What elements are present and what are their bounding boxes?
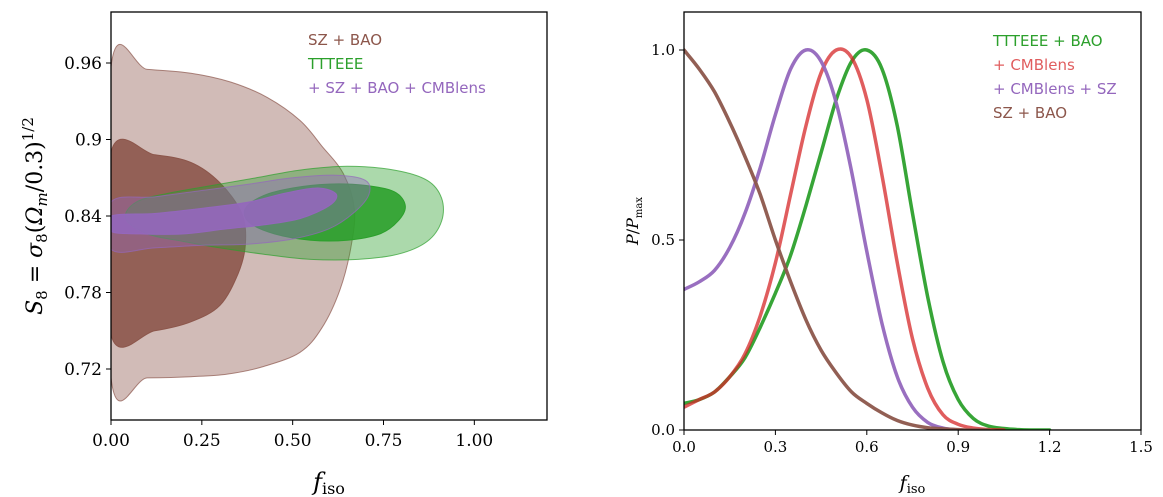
series-line-cmblens: [684, 47, 1006, 430]
y-tick-label: 0.78: [64, 284, 102, 304]
y-tick-label: 0.96: [64, 54, 102, 74]
legend-entry-ttteee-bao: TTTEEE + BAO: [992, 32, 1103, 50]
y-tick-label: 0.72: [64, 360, 102, 380]
left-contour-layer: [111, 44, 444, 402]
y-axis-label: P/Pmax: [623, 197, 645, 246]
x-axis-label: fiso: [898, 472, 926, 497]
y-axis-label: S8 = σ8(Ωm/0.3)1/2: [19, 117, 51, 315]
x-tick-label: 0.00: [92, 431, 130, 451]
y-tick-label: 0.5: [651, 231, 675, 249]
x-tick-label: 0.75: [365, 431, 403, 451]
right-axes-frame: [683, 11, 1142, 431]
x-tick-label: 0.6: [855, 438, 879, 456]
left-contour-panel: 0.00 0.25 0.50 0.75 1.00 0.72 0.78 0.84 0.9 0.96…: [19, 11, 548, 497]
legend-entry-sz-bao: SZ + BAO: [308, 31, 382, 49]
series-line-ttteee-bao: [684, 48, 1052, 430]
left-y-axis-ticks: 0.72 0.78 0.84 0.9 0.96: [64, 54, 111, 380]
legend-entry-cmblens: + CMBlens: [993, 56, 1075, 74]
x-tick-label: 0.50: [274, 431, 312, 451]
right-y-axis-ticks: 0.0 0.5 1.0: [651, 41, 684, 439]
legend-entry-cmblens-sz: + CMBlens + SZ: [993, 80, 1117, 98]
right-x-axis-ticks: 0.0 0.3 0.6 0.9 1.2 1.5: [672, 430, 1153, 456]
y-tick-label: 0.84: [64, 207, 102, 227]
left-legend: SZ + BAO TTTEEE + SZ + BAO + CMBlens: [307, 31, 486, 97]
x-tick-label: 1.5: [1129, 438, 1153, 456]
y-tick-label: 0.9: [75, 131, 102, 151]
right-legend: TTTEEE + BAO + CMBlens + CMBlens + SZ SZ + …: [992, 32, 1117, 122]
x-axis-label: fiso: [311, 468, 345, 497]
legend-entry-ttteee: TTTEEE: [307, 55, 363, 73]
y-tick-label: 1.0: [651, 41, 675, 59]
x-tick-label: 0.3: [763, 438, 787, 456]
x-tick-label: 0.0: [672, 438, 696, 456]
right-line-layer: [684, 47, 1052, 430]
contour-68-sz-bao-cmblens: [111, 187, 338, 235]
legend-entry-sz-bao-cmblens: + SZ + BAO + CMBlens: [308, 79, 486, 97]
x-tick-label: 1.2: [1038, 438, 1062, 456]
series-line-sz-bao: [684, 48, 991, 430]
x-tick-label: 0.9: [946, 438, 970, 456]
left-x-axis-ticks: 0.00 0.25 0.50 0.75 1.00: [92, 420, 493, 451]
series-line-cmblens-sz: [684, 48, 960, 430]
y-tick-label: 0.0: [651, 421, 675, 439]
x-tick-label: 1.00: [455, 431, 493, 451]
legend-entry-sz-bao: SZ + BAO: [993, 104, 1067, 122]
x-tick-label: 0.25: [183, 431, 221, 451]
right-line-panel: 0.0 0.3 0.6 0.9 1.2 1.5 0.0 0.5 1.0 TTTEEE + BA…: [623, 11, 1153, 497]
